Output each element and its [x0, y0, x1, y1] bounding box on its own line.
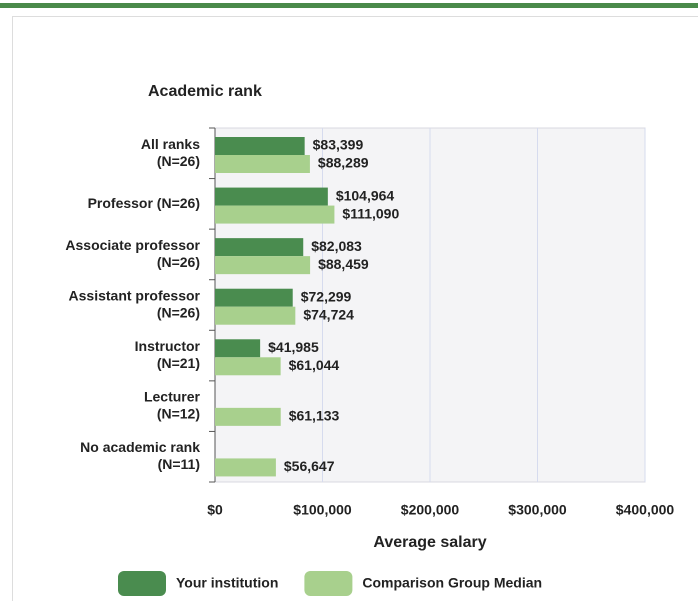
- x-tick-label: $300,000: [508, 502, 567, 518]
- y-tick-label: No academic rank (N=11): [80, 439, 200, 472]
- top-bar: [0, 3, 698, 8]
- legend-label: Your institution: [176, 575, 278, 591]
- y-tick-label: Assistant professor (N=26): [69, 287, 201, 320]
- y-tick-label: All ranks (N=26): [141, 135, 200, 168]
- chart-title: Academic rank: [148, 83, 262, 100]
- x-tick-label: $200,000: [401, 502, 460, 518]
- data-label: $61,133: [289, 408, 340, 424]
- data-label: $83,399: [313, 137, 364, 153]
- data-label: $82,083: [311, 238, 362, 254]
- y-tick-label: Professor (N=26): [88, 195, 200, 211]
- data-label: $72,299: [301, 288, 352, 304]
- bar: [215, 238, 304, 257]
- bar: [215, 205, 335, 224]
- x-tick-label: $0: [207, 502, 223, 518]
- data-label: $41,985: [268, 339, 319, 355]
- y-tick-label: Instructor (N=21): [135, 338, 201, 371]
- legend-label: Comparison Group Median: [362, 575, 542, 591]
- bar: [215, 458, 276, 477]
- bar: [215, 187, 328, 206]
- x-tick-label: $400,000: [616, 502, 675, 518]
- bar: [215, 339, 261, 358]
- x-tick-label: $100,000: [293, 502, 352, 518]
- bar: [215, 256, 311, 275]
- bar: [215, 407, 281, 426]
- data-label: $104,964: [336, 187, 395, 203]
- legend-swatch: [304, 571, 353, 596]
- x-axis-label: Average salary: [373, 534, 486, 551]
- bar: [215, 155, 310, 173]
- data-label: $74,724: [303, 306, 354, 322]
- y-tick-label: Associate professor (N=26): [65, 237, 200, 270]
- bar: [215, 137, 305, 155]
- data-label: $111,090: [342, 205, 399, 221]
- legend-swatch: [118, 571, 166, 596]
- data-label: $56,647: [284, 458, 335, 474]
- bar: [215, 306, 296, 325]
- bar: [215, 288, 293, 307]
- bar: [215, 357, 281, 376]
- data-label: $88,459: [318, 256, 369, 272]
- y-tick-label: Lecturer (N=12): [144, 388, 201, 421]
- data-label: $88,289: [318, 155, 369, 171]
- data-label: $61,044: [289, 357, 340, 373]
